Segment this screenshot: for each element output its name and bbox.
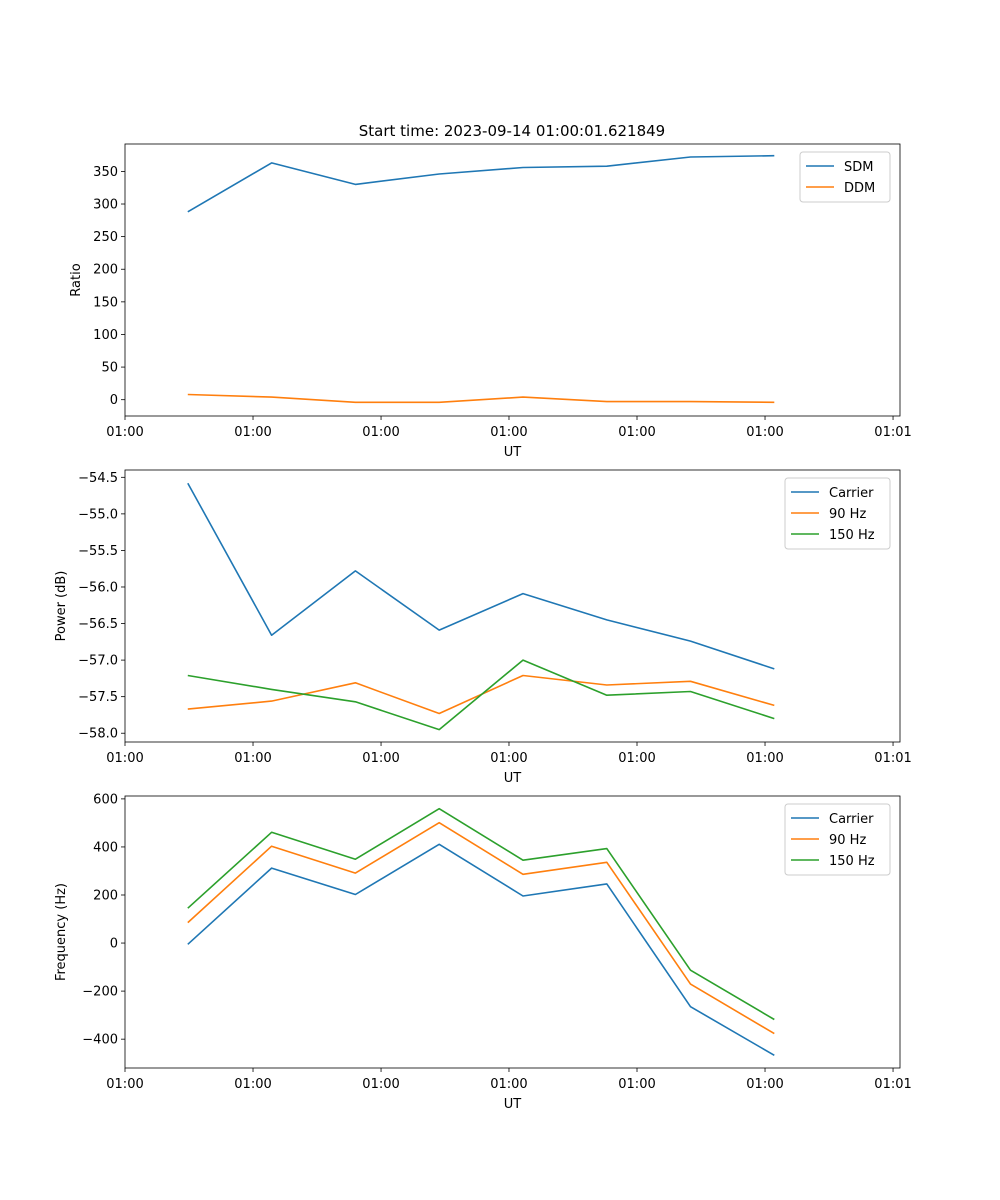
ratio-x-tick-label: 01:00: [234, 425, 271, 440]
frequency-x-tick-label: 01:00: [490, 1077, 527, 1092]
ratio-y-axis-label: Ratio: [69, 263, 84, 296]
frequency-y-tick-label: 400: [93, 840, 118, 855]
power-y-tick-label: −56.5: [78, 617, 118, 632]
power-x-tick-label: 01:00: [362, 751, 399, 766]
frequency-y-tick-label: −200: [82, 985, 118, 1000]
frequency-y-tick-label: 600: [93, 792, 118, 807]
ratio-x-tick-label: 01:00: [746, 425, 783, 440]
frequency-x-tick-label: 01:01: [874, 1077, 911, 1092]
power-x-tick-label: 01:01: [874, 751, 911, 766]
ratio-legend: SDM DDM: [799, 151, 891, 203]
power-x-tick-label: 01:00: [234, 751, 271, 766]
power-legend-label-90-hz: 90 Hz: [829, 507, 866, 522]
ratio-subplot: 0 50 100 150 200 250 300 350 01:00 01:00 01:00 01:0…: [69, 143, 912, 460]
power-x-tick-label: 01:00: [490, 751, 527, 766]
ratio-y-tick-label: 200: [93, 263, 118, 278]
power-y-tick-label: −57.0: [78, 654, 118, 669]
ratio-y-tick-label: 300: [93, 198, 118, 213]
frequency-series-150-hz-line: [187, 807, 775, 1021]
power-x-axis-label: UT: [504, 771, 522, 786]
power-subplot: −58.0 −57.5 −57.0 −56.5 −56.0 −55.5 −55.0 −54.5…: [54, 469, 912, 786]
power-x-tick-label: 01:00: [746, 751, 783, 766]
ratio-x-tick-label: 01:01: [874, 425, 911, 440]
frequency-x-tick-label: 01:00: [618, 1077, 655, 1092]
ratio-legend-box: [799, 151, 891, 203]
power-series-carrier-line: [187, 482, 775, 670]
ratio-x-tick-label: 01:00: [106, 425, 143, 440]
ratio-series-ddm-line: [187, 393, 775, 404]
power-y-tick-label: −56.0: [78, 580, 118, 595]
power-series-150-hz-line: [187, 659, 775, 731]
ratio-legend-label-ddm: DDM: [844, 181, 875, 196]
frequency-legend: Carrier 90 Hz 150 Hz: [784, 803, 891, 876]
frequency-series-90-hz-line: [187, 821, 775, 1035]
ratio-x-tick-label: 01:00: [362, 425, 399, 440]
power-y-tick-label: −57.5: [78, 690, 118, 705]
frequency-y-tick-label: −400: [82, 1033, 118, 1048]
power-y-tick-label: −55.0: [78, 507, 118, 522]
frequency-x-tick-label: 01:00: [746, 1077, 783, 1092]
power-legend-label-150-hz: 150 Hz: [829, 528, 875, 543]
frequency-x-tick-label: 01:00: [362, 1077, 399, 1092]
power-y-tick-label: −58.0: [78, 727, 118, 742]
frequency-subplot: −400 −200 0 200 400 600 01:00 01:00 01:00 01:00 01…: [54, 792, 912, 1112]
power-legend-label-carrier: Carrier: [829, 486, 874, 501]
frequency-legend-label-90-hz: 90 Hz: [829, 833, 866, 848]
frequency-y-axis-label: Frequency (Hz): [54, 883, 69, 981]
frequency-legend-label-150-hz: 150 Hz: [829, 854, 875, 869]
figure-title: Start time: 2023-09-14 01:00:01.621849: [359, 122, 665, 140]
power-x-tick-label: 01:00: [106, 751, 143, 766]
frequency-series-carrier-line: [187, 843, 775, 1056]
ratio-y-tick-label: 0: [110, 393, 118, 408]
frequency-y-tick-label: 0: [110, 937, 118, 952]
ratio-x-tick-label: 01:00: [490, 425, 527, 440]
ratio-legend-label-sdm: SDM: [844, 160, 873, 175]
frequency-x-tick-label: 01:00: [106, 1077, 143, 1092]
power-legend-box: [784, 477, 891, 550]
ratio-y-tick-label: 50: [101, 361, 118, 376]
ratio-x-axis-label: UT: [504, 445, 522, 460]
ratio-x-tick-label: 01:00: [618, 425, 655, 440]
frequency-x-tick-label: 01:00: [234, 1077, 271, 1092]
frequency-legend-box: [784, 803, 891, 876]
ratio-y-tick-label: 250: [93, 230, 118, 245]
ratio-axes-frame: [124, 143, 901, 417]
power-axes-frame: [124, 469, 901, 743]
power-y-tick-label: −55.5: [78, 544, 118, 559]
frequency-y-tick-label: 200: [93, 888, 118, 903]
ratio-y-tick-label: 100: [93, 328, 118, 343]
frequency-axes-frame: [124, 795, 901, 1069]
ratio-series-sdm-line: [187, 154, 775, 213]
frequency-legend-label-carrier: Carrier: [829, 812, 874, 827]
ratio-y-tick-label: 150: [93, 295, 118, 310]
power-x-tick-label: 01:00: [618, 751, 655, 766]
power-legend: Carrier 90 Hz 150 Hz: [784, 477, 891, 550]
frequency-x-axis-label: UT: [504, 1097, 522, 1112]
ratio-y-tick-label: 350: [93, 165, 118, 180]
power-y-tick-label: −54.5: [78, 471, 118, 486]
power-y-axis-label: Power (dB): [54, 571, 69, 642]
